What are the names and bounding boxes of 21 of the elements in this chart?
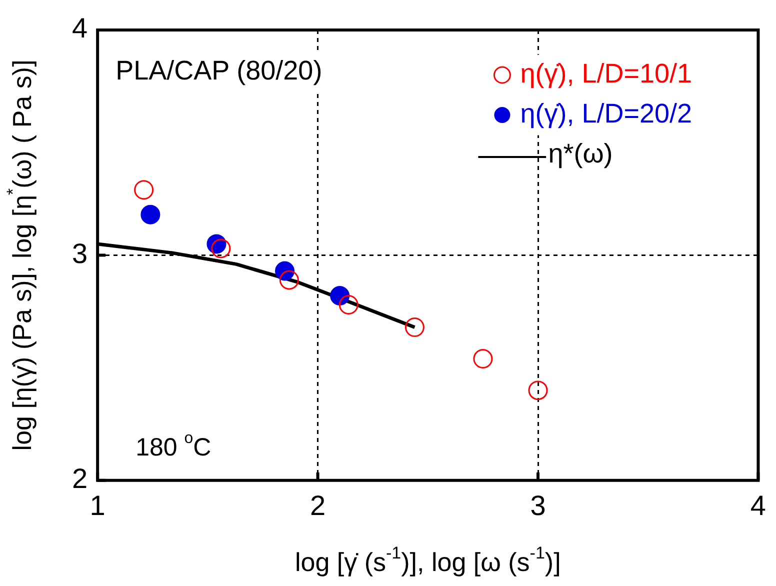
point [338, 294, 358, 314]
legend-label: η*(ω) [548, 138, 613, 168]
x-tick-label: 2 [310, 490, 326, 521]
x-tick-label: 1 [90, 490, 106, 521]
point [330, 286, 350, 306]
x-tick-label: 3 [530, 490, 546, 521]
point [279, 270, 299, 290]
y-tick-label: 3 [72, 238, 88, 269]
point [404, 318, 424, 338]
annotation: PLA/CAP (80/20) [116, 55, 322, 86]
point [134, 180, 154, 200]
point [140, 204, 160, 224]
x-tick-label: 4 [750, 490, 766, 521]
legend-label: η(γ̇), L/D=20/2 [520, 98, 692, 128]
legend-label: η(γ̇), L/D=10/1 [520, 58, 692, 88]
y-tick-label: 4 [72, 12, 88, 44]
point [528, 380, 548, 400]
y-axis-title: log [η(γ̇) (Pa s)], log [η*(ω) ( Pa s)] [3, 60, 38, 451]
point [473, 349, 493, 369]
point [211, 238, 231, 258]
y-tick-label: 2 [72, 463, 88, 494]
